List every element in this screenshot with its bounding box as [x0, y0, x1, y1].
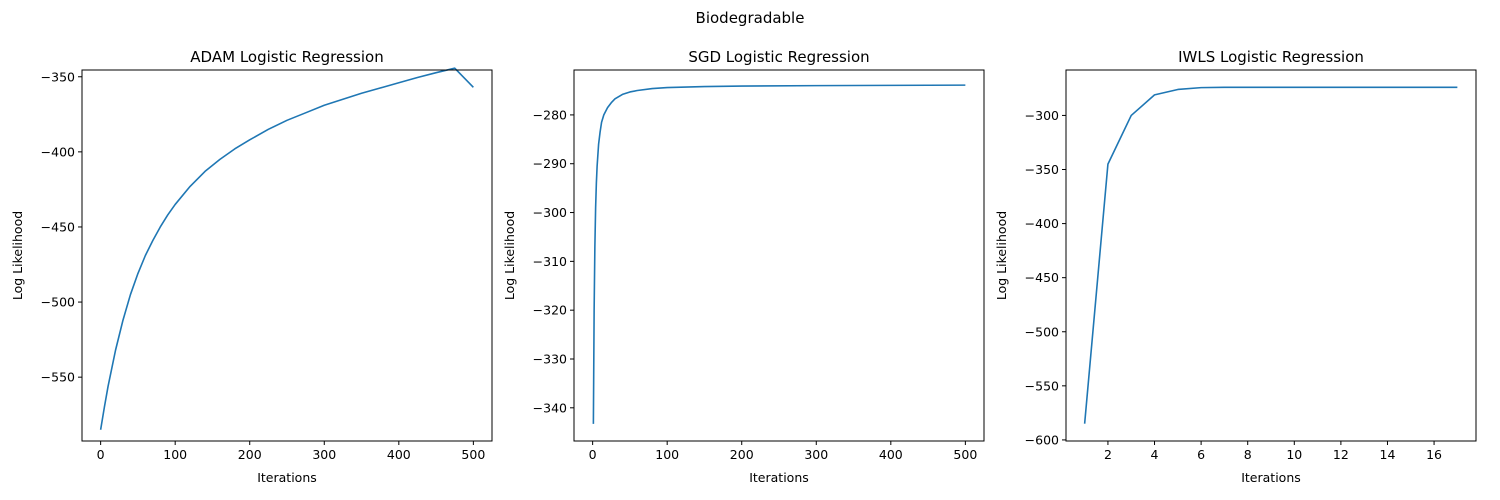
iwls-axes-frame	[1065, 69, 1477, 442]
iwls-y-tick-label: −300	[1025, 108, 1059, 123]
sgd-y-tick-label: −280	[533, 107, 567, 122]
iwls-y-axis-label: Log Likelihood	[994, 211, 1009, 300]
iwls-x-tick-label: 16	[1426, 447, 1442, 462]
adam-x-axis-label: Iterations	[257, 470, 317, 485]
iwls-x-tick-label: 2	[1104, 447, 1112, 462]
adam-title: ADAM Logistic Regression	[190, 48, 383, 66]
iwls-title: IWLS Logistic Regression	[1178, 48, 1364, 66]
sgd-y-tick-label: −310	[533, 254, 567, 269]
sgd-axes-frame	[573, 69, 985, 442]
figure-suptitle: Biodegradable	[696, 9, 805, 27]
sgd-y-tick-label: −290	[533, 156, 567, 171]
adam-y-tick-label: −500	[41, 295, 75, 310]
iwls-y-tick-label: −500	[1025, 324, 1059, 339]
sgd-x-tick-label: 0	[589, 447, 597, 462]
iwls-x-tick-label: 8	[1244, 447, 1252, 462]
adam-y-tick-label: −400	[41, 144, 75, 159]
sgd-y-tick-label: −320	[533, 303, 567, 318]
iwls-x-axis-label: Iterations	[1241, 470, 1301, 485]
iwls-x-tick-label: 6	[1197, 447, 1205, 462]
iwls-x-tick-label: 10	[1286, 447, 1302, 462]
iwls-y-tick-label: −400	[1025, 216, 1059, 231]
adam-x-tick-label: 100	[163, 447, 187, 462]
iwls-x-tick-label: 14	[1380, 447, 1396, 462]
sgd-y-axis-label: Log Likelihood	[502, 211, 517, 300]
adam-x-tick-label: 300	[312, 447, 336, 462]
sgd-panel: 0 100 200 300 400 500 −340 −330 −320 −310 −300 −290…	[502, 48, 985, 485]
sgd-x-axis-label: Iterations	[749, 470, 809, 485]
adam-y-axis-label: Log Likelihood	[10, 211, 25, 300]
iwls-x-tick-label: 12	[1333, 447, 1349, 462]
sgd-y-tick-label: −330	[533, 351, 567, 366]
adam-axes-frame	[81, 69, 493, 442]
iwls-x-tick-label: 4	[1151, 447, 1159, 462]
iwls-y-tick-label: −450	[1025, 270, 1059, 285]
iwls-y-tick-label: −350	[1025, 162, 1059, 177]
adam-y-tick-label: −450	[41, 219, 75, 234]
iwls-y-tick-label: −600	[1025, 432, 1059, 447]
sgd-x-tick-label: 300	[804, 447, 828, 462]
adam-x-tick-label: 500	[461, 447, 485, 462]
adam-y-tick-label: −550	[41, 370, 75, 385]
adam-panel: 0 100 200 300 400 500 −550 −500 −450 −400 −350 ADAM…	[10, 48, 493, 485]
adam-x-tick-label: 0	[97, 447, 105, 462]
iwls-y-tick-label: −550	[1025, 378, 1059, 393]
sgd-x-tick-label: 200	[730, 447, 754, 462]
adam-y-tick-label: −350	[41, 69, 75, 84]
adam-x-tick-label: 200	[238, 447, 262, 462]
iwls-series-line	[1083, 86, 1458, 424]
sgd-x-tick-label: 100	[655, 447, 679, 462]
sgd-y-tick-label: −340	[533, 400, 567, 415]
adam-x-tick-label: 400	[387, 447, 411, 462]
sgd-title: SGD Logistic Regression	[688, 48, 869, 66]
iwls-panel: 2 4 6 8 10 12 14 16 −600 −550 −500 −450 −400 −350 −300…	[994, 48, 1477, 485]
sgd-x-tick-label: 500	[953, 447, 977, 462]
sgd-y-tick-label: −300	[533, 205, 567, 220]
sgd-series-line	[592, 84, 966, 424]
adam-series-line	[99, 67, 474, 430]
sgd-x-tick-label: 400	[879, 447, 903, 462]
